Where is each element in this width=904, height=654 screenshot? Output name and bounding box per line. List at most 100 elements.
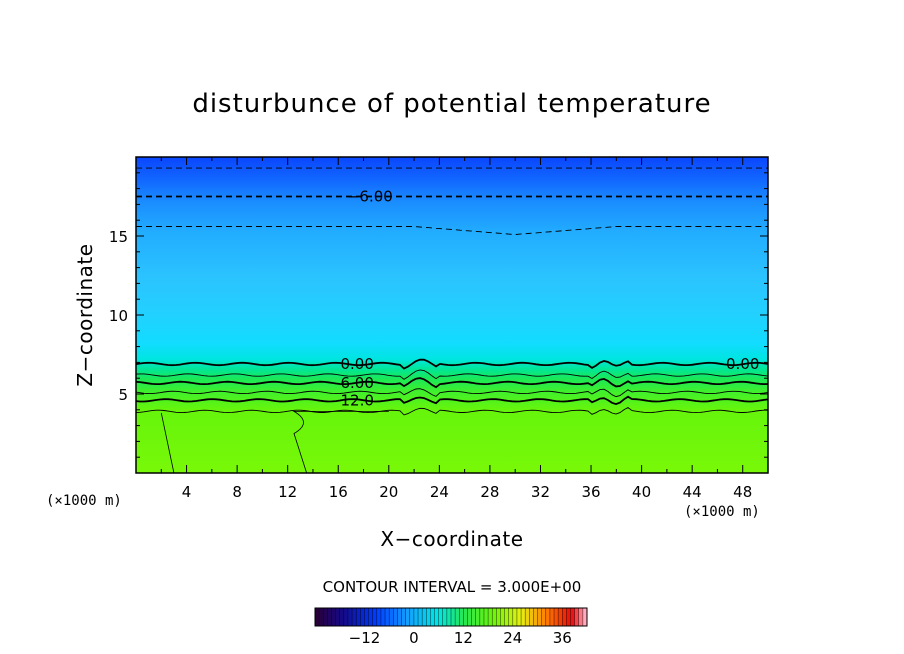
colorbar-cell [331,608,336,626]
colorbar-cell [467,608,472,626]
colorbar-cell [405,608,411,626]
x-tick-label: 24 [430,483,449,501]
contour-line-9 [135,388,769,398]
colorbar-cell [397,608,402,626]
colorbar-tick-label: −12 [349,629,381,647]
colorbar-cell [409,608,415,626]
colorbar-cell [541,608,547,626]
contour-line-3 [135,369,769,380]
colorbar-cell [319,608,324,626]
contour-line-neg3 [136,226,768,235]
contour-line-lower [160,410,389,474]
colorbar-cell [529,608,534,626]
colorbar-cell [323,608,328,626]
colorbar [314,607,588,627]
colorbar-cell [335,608,341,626]
x-tick-label: 4 [182,483,192,501]
colorbar-cell [446,608,452,626]
colorbar-cell [537,608,542,626]
colorbar-cell [566,608,571,626]
colorbar-cell [327,608,332,626]
contour-label: 6.00 [340,374,373,392]
y-tick-label: 5 [118,386,128,404]
colorbar-ticks: −12 0 12 24 36 [349,629,572,647]
colorbar-cell [315,608,320,626]
x-axis-unit: (×1000 m) [684,504,760,520]
colorbar-cell [570,608,575,626]
x-tick-label: 12 [278,483,297,501]
colorbar-cell [554,608,559,626]
x-tick-label: 20 [379,483,398,501]
colorbar-cell [455,608,460,626]
colorbar-cell [582,608,588,626]
y-axis-unit: (×1000 m) [46,493,122,509]
colorbar-cell [488,608,493,626]
x-tick-label: 28 [480,483,499,501]
colorbar-cell [434,608,439,626]
colorbar-cell [504,608,509,626]
colorbar-cell [508,608,514,626]
colorbar-cell [442,608,448,626]
colorbar-cell [545,608,551,626]
y-tick-label: 10 [109,307,128,325]
colorbar-cell [578,608,584,626]
contour-lines [135,167,769,474]
colorbar-cell [360,608,365,626]
colorbar-cell [426,608,431,626]
colorbar-cell [347,608,353,626]
colorbar-cell [479,608,485,626]
colorbar-frame [314,607,588,627]
colorbar-cell [422,608,427,626]
colorbar-cell [533,608,538,626]
colorbar-cell [401,608,406,626]
contour-line-6 [135,377,769,389]
colorbar-tick-label: 24 [503,629,522,647]
colorbar-cell [413,608,419,626]
colorbar-cell [385,608,390,626]
colorbar-cell [372,608,378,626]
colorbar-cell [483,608,489,626]
colorbar-cell [475,608,481,626]
y-tick-label: 15 [109,228,128,246]
y-axis-label: Z−coordinate [73,243,97,386]
field-fill [136,157,768,473]
x-axis-ticks: 4 8 12 16 20 24 28 32 36 40 44 48 [160,157,752,501]
colorbar-cell [376,608,382,626]
colorbar-cell [471,608,477,626]
colorbar-cell [512,608,518,626]
x-tick-label: 44 [683,483,702,501]
colorbar-cell [380,608,386,626]
colorbar-cell [356,608,361,626]
x-tick-label: 40 [632,483,651,501]
colorbar-tick-label: 36 [553,629,572,647]
colorbar-cell [516,608,522,626]
contour-interval-text: CONTOUR INTERVAL = 3.000E+00 [323,578,582,596]
contour-label: −6.00 [347,188,393,206]
chart-title: disturbunce of potential temperature [192,89,711,119]
colorbar-cell [500,608,505,626]
contour-line-12 [135,395,769,406]
colorbar-cell [393,608,398,626]
colorbar-cell [343,608,349,626]
colorbar-cell [451,608,456,626]
colorbar-tick-label: 12 [454,629,473,647]
contour-label: 12.0 [340,391,373,409]
colorbar-cell [418,608,423,626]
x-tick-label: 48 [733,483,752,501]
colorbar-cell [459,608,464,626]
x-tick-label: 36 [581,483,600,501]
colorbar-cell [549,608,555,626]
colorbar-cell [463,608,468,626]
contour-label: 0.00 [726,355,759,373]
colorbar-cell [574,608,580,626]
colorbar-cell [364,608,369,626]
colorbar-cell [521,608,526,626]
x-axis-label: X−coordinate [380,527,523,551]
colorbar-cell [558,608,563,626]
y-axis-ticks: 5 10 15 [109,172,768,458]
colorbar-cell [438,608,444,626]
colorbar-cell [368,608,373,626]
